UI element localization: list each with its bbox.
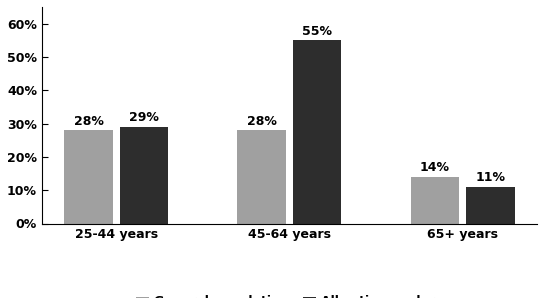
Bar — [293, 40, 342, 224]
Text: 11%: 11% — [475, 171, 505, 184]
Bar — [120, 127, 168, 224]
Bar — [466, 187, 515, 224]
Legend: General population, All active anglers: General population, All active anglers — [132, 290, 447, 298]
Text: 28%: 28% — [247, 114, 277, 128]
Text: 28%: 28% — [73, 114, 103, 128]
Bar — [411, 177, 459, 224]
Bar — [64, 130, 113, 224]
Text: 55%: 55% — [302, 25, 332, 38]
Text: 29%: 29% — [129, 111, 159, 124]
Bar — [238, 130, 286, 224]
Text: 14%: 14% — [420, 161, 450, 174]
